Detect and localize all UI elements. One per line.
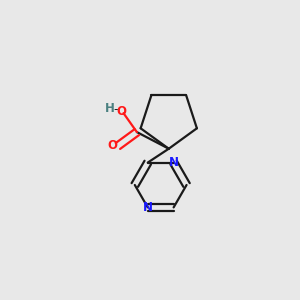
Text: -: - [114,103,118,116]
Text: O: O [108,140,118,152]
Text: N: N [169,156,178,169]
Text: N: N [143,201,153,214]
Text: O: O [117,105,127,118]
Text: H: H [105,102,115,115]
